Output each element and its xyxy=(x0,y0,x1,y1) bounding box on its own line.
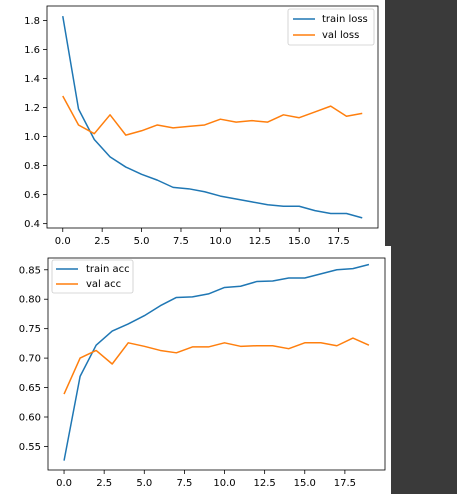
x-tick-label: 17.5 xyxy=(334,478,356,489)
series-group xyxy=(63,263,370,461)
x-tick-label: 2.5 xyxy=(96,478,112,489)
x-tick-label: 2.5 xyxy=(94,236,110,247)
y-tick-label: 1.2 xyxy=(24,103,40,114)
background-dark-area xyxy=(385,0,457,494)
y-tick-label: 1.8 xyxy=(24,16,40,27)
y-tick-label: 0.75 xyxy=(19,324,41,335)
y-tick-label: 0.4 xyxy=(24,219,40,230)
loss-chart-panel: 0.0 2.5 5.0 7.5 10.0 12.5 15.0 17.5 0.4 0.6 0.8 1.0… xyxy=(0,0,385,247)
legend-label-val-acc: val acc xyxy=(86,279,121,290)
y-tick-label: 0.85 xyxy=(19,265,41,276)
loss-chart: 0.0 2.5 5.0 7.5 10.0 12.5 15.0 17.5 0.4 0.6 0.8 1.0… xyxy=(24,5,379,247)
y-tick-label: 0.8 xyxy=(24,161,40,172)
accuracy-chart-panel: 0.0 2.5 5.0 7.5 10.0 12.5 15.0 17.5 0.55 0.60 0.65… xyxy=(0,246,391,494)
x-tick-label: 10.0 xyxy=(213,478,235,489)
legend: train loss val loss xyxy=(287,8,375,46)
series-line-val-loss xyxy=(62,95,363,136)
x-tick-label: 12.5 xyxy=(254,478,276,489)
legend-label-val-loss: val loss xyxy=(322,30,359,41)
legend-label-train-loss: train loss xyxy=(322,14,368,25)
x-tick-label: 15.0 xyxy=(294,478,316,489)
y-tick-label: 1.6 xyxy=(24,45,40,56)
x-tick-label: 5.0 xyxy=(134,236,150,247)
plot-frame xyxy=(46,5,379,229)
plot-frame xyxy=(47,257,386,471)
series-line-val-acc xyxy=(63,337,370,395)
series-line-train-loss xyxy=(62,16,363,219)
y-tick-label: 0.65 xyxy=(19,383,41,394)
y-tick-label: 0.60 xyxy=(19,413,41,424)
legend-label-train-acc: train acc xyxy=(86,264,130,275)
legend: train acc val acc xyxy=(51,259,134,294)
x-tick-label: 10.0 xyxy=(209,236,231,247)
y-tick-label: 0.70 xyxy=(19,354,41,365)
accuracy-chart: 0.0 2.5 5.0 7.5 10.0 12.5 15.0 17.5 0.55 0.60 0.65… xyxy=(19,257,386,489)
x-tick-label: 17.5 xyxy=(327,236,349,247)
x-tick-label: 12.5 xyxy=(249,236,271,247)
legend-box xyxy=(287,8,375,46)
x-tick-label: 5.0 xyxy=(136,478,152,489)
x-tick-label: 7.5 xyxy=(173,236,189,247)
y-tick-label: 0.55 xyxy=(19,442,41,453)
tick-group: 0.0 2.5 5.0 7.5 10.0 12.5 15.0 17.5 0.4 0.6 0.8 1.0… xyxy=(24,16,350,247)
x-tick-label: 0.0 xyxy=(55,236,71,247)
x-tick-label: 15.0 xyxy=(288,236,310,247)
tick-group: 0.0 2.5 5.0 7.5 10.0 12.5 15.0 17.5 0.55 0.60 0.65… xyxy=(19,265,356,489)
x-tick-label: 0.0 xyxy=(56,478,72,489)
y-tick-label: 0.80 xyxy=(19,295,41,306)
series-group xyxy=(62,16,363,219)
x-tick-label: 7.5 xyxy=(176,478,192,489)
y-tick-label: 0.6 xyxy=(24,190,40,201)
y-tick-label: 1.4 xyxy=(24,74,40,85)
series-line-train-acc xyxy=(63,263,370,461)
y-tick-label: 1.0 xyxy=(24,132,40,143)
